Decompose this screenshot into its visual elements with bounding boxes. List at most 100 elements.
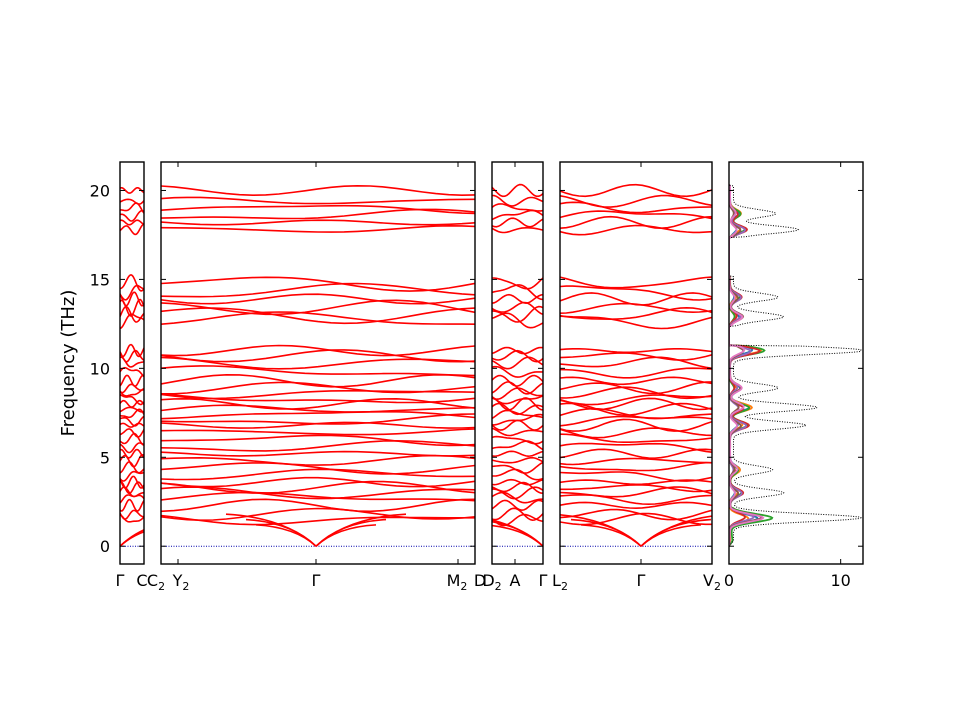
- x-tick-label: Γ: [312, 571, 321, 590]
- acoustic-branch: [315, 513, 407, 547]
- band-33: [492, 284, 543, 301]
- band-4: [120, 498, 144, 512]
- band-lines: [161, 184, 475, 547]
- x-tick-label: C2: [147, 571, 165, 593]
- band-25: [560, 367, 712, 379]
- band-19: [161, 404, 475, 413]
- band-12: [120, 448, 144, 459]
- y-tick-label: 0: [100, 537, 110, 556]
- dos-x-tick-label: 10: [830, 571, 850, 590]
- band-24: [492, 374, 543, 387]
- band-32: [120, 291, 144, 307]
- x-tick-label: M2: [447, 571, 468, 593]
- acoustic-branch: [120, 529, 144, 547]
- x-tick-labels: Γ C C2 Y2 Γ M2 DD2 A Γ L2 Γ V2: [116, 571, 721, 593]
- band-10: [560, 461, 712, 472]
- band-16: [120, 422, 144, 428]
- band-3: [560, 508, 712, 521]
- band-7: [161, 480, 475, 494]
- band-24: [560, 376, 712, 386]
- band-34: [560, 276, 712, 289]
- pdos-series-5: [729, 184, 755, 547]
- band-10: [161, 462, 475, 475]
- band-27: [492, 349, 543, 363]
- band-33: [120, 284, 144, 301]
- y-tick-label: 10: [90, 359, 110, 378]
- band-22: [120, 388, 144, 397]
- band-3: [161, 507, 475, 522]
- band-12: [560, 448, 712, 460]
- band-13: [161, 439, 475, 452]
- band-15: [161, 428, 475, 436]
- band-27: [560, 352, 712, 361]
- band-28: [120, 343, 144, 358]
- band-22: [560, 386, 712, 400]
- acoustic-branch: [315, 518, 387, 547]
- band-16: [560, 418, 712, 432]
- dos-x-tick-label: 0: [724, 571, 734, 590]
- band-lines: [492, 183, 543, 547]
- band-31: [492, 301, 543, 316]
- band-12: [161, 450, 475, 457]
- band-2: [161, 514, 475, 526]
- x-tick-label: Γ: [539, 571, 548, 590]
- x-tick-label: L2: [552, 571, 568, 593]
- y-tick-label: 20: [90, 181, 110, 200]
- x-tick-label: C: [136, 571, 147, 590]
- x-tick-label: V2: [703, 571, 721, 593]
- band-panel-2: [160, 161, 476, 565]
- acoustic-branch: [640, 515, 712, 547]
- band-35: [161, 224, 475, 233]
- band-32: [560, 292, 712, 306]
- band-40: [492, 183, 543, 198]
- band-14: [161, 434, 475, 447]
- band-34: [161, 276, 475, 292]
- band-8: [560, 479, 712, 486]
- band-23: [560, 381, 712, 395]
- x-tick-label: Γ: [637, 571, 646, 590]
- band-panel-4: [559, 161, 713, 565]
- band-19: [560, 402, 712, 417]
- band-14: [120, 432, 144, 446]
- band-27: [161, 349, 475, 363]
- band-14: [492, 435, 543, 445]
- acoustic-branch: [560, 514, 642, 547]
- band-31: [161, 299, 475, 316]
- band-36: [560, 215, 712, 230]
- band-36: [161, 219, 475, 226]
- panel-frame: [160, 161, 476, 565]
- band-23: [161, 381, 475, 395]
- band-21: [492, 394, 543, 405]
- x-tick-label: A: [510, 571, 521, 590]
- band-23: [492, 381, 543, 395]
- x-tick-label: D: [474, 571, 486, 590]
- band-40: [120, 187, 144, 194]
- dos-frame: [728, 161, 864, 565]
- band-30: [560, 306, 712, 321]
- band-panels: [119, 161, 713, 565]
- band-28: [492, 346, 543, 355]
- band-4: [161, 498, 475, 513]
- band-37: [560, 210, 712, 220]
- acoustic-branch: [492, 519, 543, 547]
- acoustic-branch: [570, 518, 642, 547]
- band-17: [161, 413, 475, 425]
- band-35: [492, 227, 543, 234]
- acoustic-branch: [225, 513, 317, 547]
- x-tick-label: Γ: [116, 571, 125, 590]
- band-8: [161, 476, 475, 488]
- band-13: [492, 440, 543, 451]
- band-30: [120, 305, 144, 323]
- band-18: [161, 411, 475, 420]
- band-34: [120, 274, 144, 292]
- band-26: [560, 356, 712, 370]
- band-35: [560, 224, 712, 236]
- x-tick-label: Y2: [172, 571, 190, 593]
- band-28: [161, 344, 475, 357]
- band-5: [492, 491, 543, 504]
- band-29: [492, 312, 543, 329]
- band-24: [120, 374, 144, 388]
- band-2: [560, 512, 712, 526]
- band-40: [161, 184, 475, 197]
